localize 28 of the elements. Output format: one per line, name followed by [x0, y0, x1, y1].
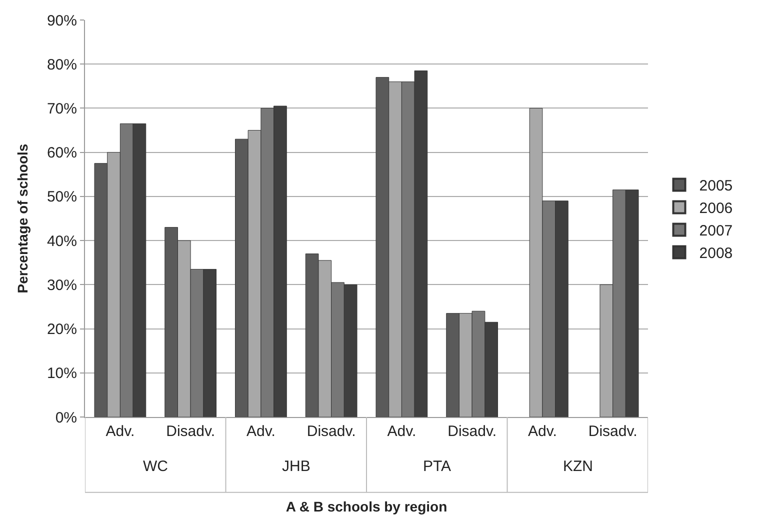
legend-label: 2008 [699, 245, 733, 262]
text: PTA [423, 458, 452, 475]
y-tick-label: 70% [46, 100, 77, 118]
x-tick-label: Disadv. [448, 423, 497, 440]
text: WC [143, 458, 168, 475]
y-tick-label: 30% [46, 276, 77, 294]
x-tick-label: Disadv. [588, 423, 638, 440]
text: JHB [282, 458, 310, 475]
y-tick-label: 90% [46, 12, 77, 30]
x-tick-label: Adv. [106, 423, 135, 440]
y-tick-label: 10% [46, 365, 77, 382]
x-tick-label: Disadv. [306, 423, 356, 440]
y-tick-label: 60% [46, 144, 77, 162]
legend-label: 2005 [699, 178, 733, 195]
y-tick-label: 40% [46, 232, 77, 250]
legend-label: 2006 [699, 200, 733, 218]
text: KZN [563, 458, 593, 475]
y-tick-label: 50% [46, 188, 77, 206]
y-tick-label: 80% [46, 56, 77, 74]
y-tick-label: 0% [55, 409, 77, 426]
x-tick-label: Disadv. [166, 423, 216, 440]
legend-label: 2007 [699, 222, 733, 240]
y-axis-title: Percentage of schools [14, 144, 31, 294]
x-tick-label: Adv. [528, 423, 557, 440]
x-tick-label: Adv. [387, 423, 416, 440]
y-tick-label: 20% [46, 321, 77, 338]
x-axis-title: A & B schools by region [286, 498, 448, 514]
x-tick-label: Adv. [246, 423, 276, 440]
